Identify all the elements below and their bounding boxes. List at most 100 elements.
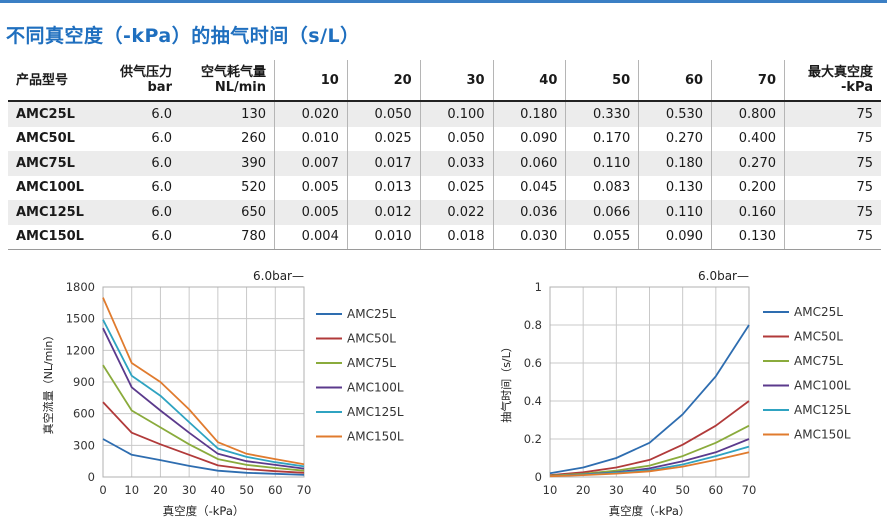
supply-pressure-cell: 6.0 — [104, 224, 180, 250]
table-row: AMC50L 6.0 260 0.010 0.025 0.050 0.090 0… — [8, 126, 881, 151]
legend-label: AMC50L — [794, 330, 843, 344]
table-row: AMC75L 6.0 390 0.007 0.017 0.033 0.060 0… — [8, 151, 881, 176]
x-tick-label: 40 — [211, 483, 226, 497]
y-tick-label: 1800 — [66, 280, 95, 294]
header-vacuum-60: 60 — [638, 60, 712, 101]
model-cell: AMC75L — [8, 151, 104, 176]
time-cell-30: 0.033 — [419, 151, 494, 176]
page-title: 不同真空度（-kPa）的抽气时间（s/L） — [6, 25, 360, 47]
air-consumption-cell: 130 — [180, 101, 275, 127]
table-row: AMC100L 6.0 520 0.005 0.013 0.025 0.045 … — [8, 175, 881, 200]
table-row: AMC25L 6.0 130 0.020 0.050 0.100 0.180 0… — [8, 101, 881, 127]
supply-pressure-cell: 6.0 — [104, 200, 180, 225]
header-air-consumption: 空气耗气量 NL/min — [180, 60, 275, 101]
model-cell: AMC50L — [16, 131, 75, 147]
evacuation-time-chart: 0 0.2 0.4 0.6 0.8 1 10 20 30 40 50 60 70 AMC25L AMC50L… — [499, 269, 851, 518]
x-axis-label: 真空度（-kPa） — [609, 504, 691, 518]
time-cell-60: 0.090 — [638, 224, 712, 250]
supply-pressure-cell: 6.0 — [104, 151, 180, 176]
model-cell: AMC100L — [16, 180, 84, 196]
y-tick-label: 0 — [88, 470, 95, 484]
max-vacuum-cell: 75 — [784, 101, 881, 127]
legend-label: AMC100L — [347, 381, 404, 395]
legend-label: AMC25L — [347, 307, 396, 321]
header-supply-pressure: 供气压力 bar — [104, 60, 180, 101]
header-unit: bar — [147, 80, 173, 95]
time-cell-30: 0.050 — [419, 126, 494, 151]
header-label: 20 — [393, 72, 412, 88]
header-vacuum-20: 20 — [346, 60, 421, 101]
supply-pressure-cell: 6.0 — [151, 180, 172, 196]
time-cell-40: 0.036 — [492, 200, 566, 225]
series-line-amc125l — [102, 319, 305, 468]
time-cell-20: 0.010 — [346, 224, 421, 250]
header-unit: -kPa — [841, 80, 873, 95]
time-cell-20: 0.050 — [346, 101, 421, 127]
x-tick-label: 60 — [268, 483, 283, 497]
time-cell-70: 0.270 — [711, 151, 785, 176]
time-cell-20: 0.017 — [346, 151, 421, 176]
series-line-amc75l — [102, 364, 305, 472]
x-tick-label: 10 — [124, 483, 139, 497]
y-tick-label: 600 — [73, 407, 95, 421]
time-cell-70: 0.130 — [711, 224, 785, 250]
y-tick-label: 0.2 — [524, 432, 542, 446]
header-label: 产品型号 — [16, 72, 69, 88]
series-line-amc25l — [549, 324, 750, 475]
max-vacuum-cell: 75 — [784, 151, 881, 176]
header-unit: NL/min — [214, 80, 266, 95]
series-line-amc25l — [102, 438, 305, 476]
x-tick-label: 40 — [642, 483, 657, 497]
time-cell-40: 0.090 — [492, 126, 566, 151]
time-cell-40: 0.030 — [492, 224, 566, 250]
time-cell-20: 0.025 — [346, 126, 421, 151]
legend-label: AMC75L — [347, 356, 396, 370]
header-label: 30 — [466, 72, 485, 88]
time-cell-50: 0.083 — [565, 175, 639, 200]
y-tick-label: 0 — [535, 470, 542, 484]
header-vacuum-40: 40 — [492, 60, 566, 101]
y-tick-label: 1200 — [66, 343, 95, 357]
y-tick-label: 300 — [73, 438, 95, 452]
x-tick-label: 50 — [675, 483, 690, 497]
header-label: 空气耗气量 — [200, 65, 266, 80]
y-tick-label: 0.6 — [524, 356, 542, 370]
y-axis-label: 抽气时间（s/L） — [499, 341, 513, 423]
legend-label: AMC150L — [347, 430, 404, 444]
header-max-vacuum: 最大真空度 -kPa — [784, 60, 881, 101]
y-tick-label: 0.8 — [524, 318, 542, 332]
y-tick-label: 1500 — [66, 312, 95, 326]
table-header-row: 产品型号 供气压力 bar 空气耗气量 NL/min 10 20 30 40 50 … — [8, 60, 881, 101]
header-model: 产品型号 — [8, 60, 104, 101]
x-tick-label: 30 — [609, 483, 624, 497]
time-cell-50: 0.330 — [565, 101, 639, 127]
header-vacuum-30: 30 — [419, 60, 494, 101]
time-cell-70: 0.160 — [711, 200, 785, 225]
top-rule — [0, 0, 887, 3]
header-label: 10 — [320, 72, 339, 88]
max-vacuum-cell: 75 — [784, 200, 881, 225]
model-cell: AMC25L — [8, 101, 104, 127]
time-cell-10: 0.007 — [274, 151, 348, 176]
time-cell-60: 0.110 — [638, 200, 712, 225]
series-line-amc100l — [102, 327, 305, 470]
y-tick-label: 1 — [535, 280, 542, 294]
legend-label: AMC125L — [794, 403, 851, 417]
time-cell-70: 0.400 — [711, 126, 785, 151]
time-cell-50: 0.110 — [565, 151, 639, 176]
header-vacuum-50: 50 — [565, 60, 639, 101]
model-cell: AMC150L — [8, 224, 104, 250]
time-cell-60: 0.530 — [638, 101, 712, 127]
air-consumption-cell: 520 — [241, 180, 266, 196]
time-cell-20: 0.012 — [346, 200, 421, 225]
time-cell-10: 0.020 — [274, 101, 348, 127]
x-tick-label: 30 — [182, 483, 197, 497]
x-tick-label: 20 — [576, 483, 591, 497]
x-tick-label: 60 — [709, 483, 724, 497]
time-cell-70: 0.800 — [711, 101, 785, 127]
series-line-amc50l — [102, 401, 305, 474]
pressure-label: 6.0bar— — [253, 269, 304, 283]
time-cell-60: 0.270 — [638, 126, 712, 151]
x-tick-label: 10 — [543, 483, 558, 497]
x-tick-label: 70 — [297, 483, 312, 497]
